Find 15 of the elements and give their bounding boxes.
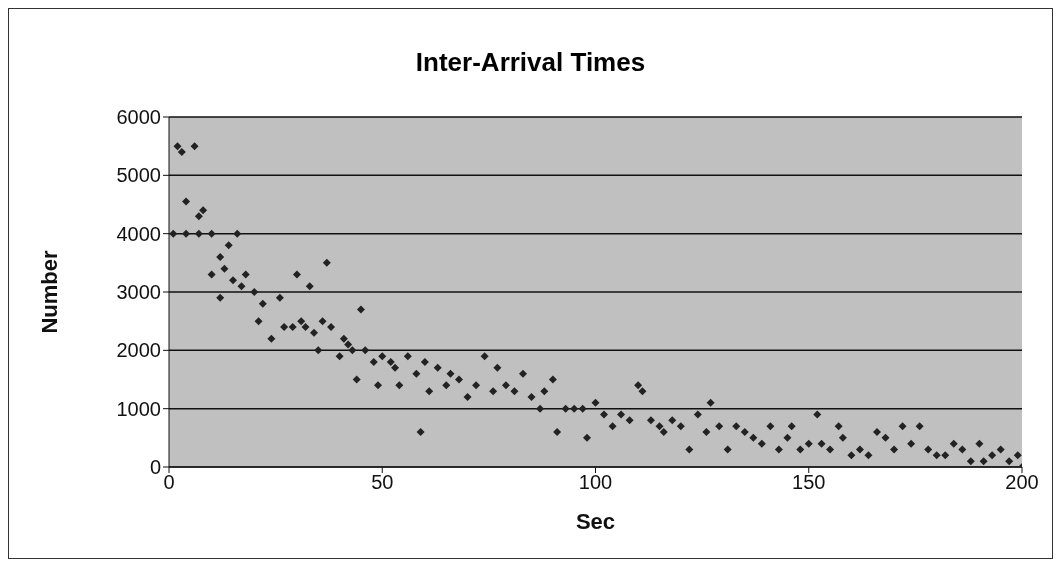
x-tick-label: 150 <box>792 471 826 494</box>
x-tick-label: 0 <box>163 471 175 494</box>
y-tick-label: 0 <box>149 456 161 479</box>
y-axis-title: Number <box>36 250 62 334</box>
y-tick-label: 3000 <box>116 281 161 304</box>
y-tick-label: 4000 <box>116 222 161 245</box>
x-tick-label: 200 <box>1005 471 1039 494</box>
x-tick-label: 50 <box>371 471 394 494</box>
x-axis-title: Sec <box>575 509 616 534</box>
x-tick-label: 100 <box>578 471 613 494</box>
chart-title: Inter-Arrival Times <box>414 46 647 77</box>
y-tick-label: 6000 <box>116 106 161 129</box>
y-tick-label: 5000 <box>116 164 161 187</box>
y-tick-label: 1000 <box>116 397 161 420</box>
y-tick-label: 2000 <box>116 339 161 362</box>
